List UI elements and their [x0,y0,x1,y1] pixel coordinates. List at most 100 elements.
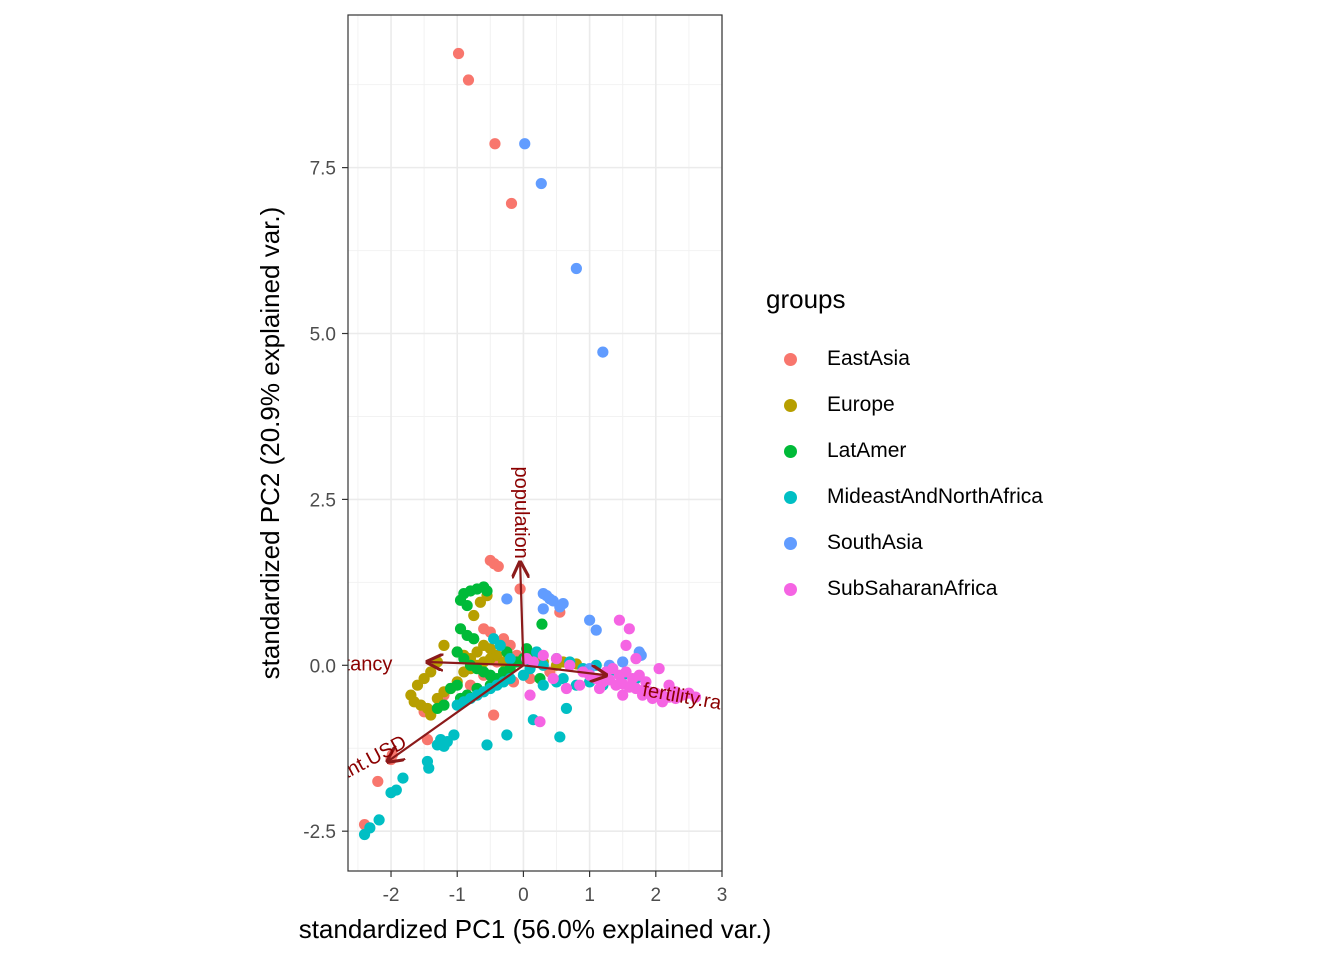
legend-swatch [784,582,797,596]
scatter-point [397,772,409,784]
scatter-point [597,346,609,358]
y-tick-label: 5.0 [310,325,336,346]
loading-arrow [427,662,524,665]
legend-item: MideastAndNorthAfrica [766,474,1043,520]
loading-arrow [388,664,525,761]
x-tick-label: 0 [518,885,529,906]
scatter-point [494,639,506,651]
legend-label: SouthAsia [827,531,923,554]
scatter-point [653,663,665,675]
scatter-point [501,593,513,605]
scatter-point [519,138,531,150]
legend-swatch [784,444,797,458]
scatter-point [560,682,573,695]
legend-swatch [784,352,797,366]
scatter-point [554,731,566,743]
legend-items: EastAsia Europe LatAmer MideastAndNorthAfri… [766,336,1043,612]
scatter-point [488,709,500,721]
scatter-point [590,624,602,636]
scatter-point [505,197,518,210]
y-axis-title: standardized PC2 (20.9% explained var.) [255,207,285,680]
scatter-point [564,659,576,671]
x-tick-label: 1 [584,885,595,906]
scatter-point [481,585,493,597]
scatter-point [547,672,559,685]
scatter-point [535,177,547,190]
legend-title: groups [766,284,846,314]
scatter-point [474,596,486,608]
scatter-point [557,672,569,685]
x-axis-title: standardized PC1 (56.0% explained var.) [299,914,772,944]
loading-label: population [510,467,532,559]
scatter-point [468,609,480,622]
scatter-point [689,691,702,703]
legend-item: SubSaharanAfrica [766,566,1043,612]
scatter-point [560,702,573,715]
legend-label: LatAmer [827,439,907,462]
scatter-point [550,653,563,665]
scatter-point [537,603,549,615]
scatter-point [537,649,549,661]
y-tick-label: 2.5 [310,490,336,511]
scatter-point [445,682,457,695]
scatter-point [656,696,669,708]
scatter-point [489,138,501,150]
loading-label: life.expectancy [260,654,392,676]
scatter-point [593,682,606,695]
y-tick-label: -2.5 [303,822,336,843]
scatter-point [438,639,450,651]
scatter-point [620,639,632,651]
scatter-point [372,775,384,788]
x-axis: -2 -1 0 1 2 3 [383,871,728,906]
scatter-point [670,686,682,698]
scatter-point [461,599,473,612]
legend-label: MideastAndNorthAfrica [827,485,1043,508]
scatter-point [537,679,549,691]
scatter-point [636,689,649,701]
scatter-point [613,614,625,626]
x-tick-label: 2 [651,885,662,906]
scatter-point [462,74,475,86]
scatter-points [358,47,702,841]
scatter-point [364,822,376,834]
scatter-point [536,618,548,630]
scatter-point [534,716,546,728]
scatter-point [492,560,504,573]
legend-swatch [784,490,797,504]
scatter-point [501,729,513,741]
legend-label: SubSaharanAfrica [827,577,998,600]
legend-item: LatAmer [766,428,1043,474]
loading-arrow [520,562,523,666]
scatter-point [554,601,566,613]
y-tick-label: 7.5 [310,159,336,180]
loading-arrow [523,664,606,675]
legend-label: Europe [827,393,895,416]
scatter-point [524,689,536,701]
legend-swatch [784,536,797,550]
scatter-point [504,653,516,665]
legend: groups EastAsia Europe LatAmer MideastAndNo… [766,282,1043,612]
scatter-point [431,702,443,715]
scatter-point [623,623,635,635]
scatter-point [423,762,435,774]
scatter-point [630,653,642,665]
legend-item: Europe [766,382,1043,428]
legend-label: EastAsia [827,347,910,370]
panel-border [347,14,723,872]
scatter-point [617,656,629,668]
scatter-point [390,784,402,796]
legend-item: SouthAsia [766,520,1043,566]
scatter-point [481,739,493,751]
x-tick-label: 3 [717,885,728,906]
scatter-point [421,734,434,746]
scatter-point [448,729,460,741]
panel-background [348,15,722,871]
scatter-point [574,679,586,691]
scatter-point [452,47,465,60]
legend-swatch [784,398,797,412]
scatter-point [468,633,480,645]
x-tick-label: -1 [449,885,466,906]
scatter-point [617,689,629,701]
scatter-point [646,692,659,705]
